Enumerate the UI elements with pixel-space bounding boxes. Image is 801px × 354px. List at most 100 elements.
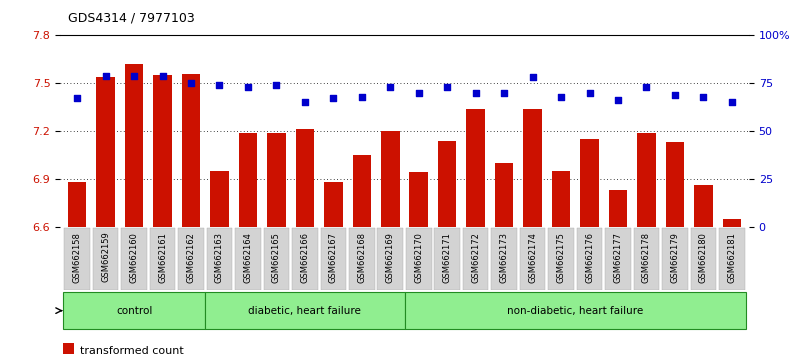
Text: GSM662166: GSM662166	[300, 232, 309, 282]
FancyBboxPatch shape	[292, 228, 318, 290]
FancyBboxPatch shape	[491, 228, 517, 290]
Point	[640, 84, 653, 90]
Point	[612, 98, 625, 103]
Point	[726, 99, 739, 105]
Text: control: control	[116, 306, 152, 316]
Point	[669, 92, 682, 97]
Point	[156, 73, 169, 78]
FancyBboxPatch shape	[207, 228, 232, 290]
Bar	[552, 171, 570, 227]
FancyBboxPatch shape	[121, 228, 147, 290]
Bar	[239, 132, 257, 227]
Bar	[182, 74, 200, 227]
Text: GSM662178: GSM662178	[642, 232, 651, 282]
Bar	[666, 142, 684, 227]
Point	[70, 96, 83, 101]
Point	[413, 90, 425, 96]
Point	[213, 82, 226, 88]
FancyBboxPatch shape	[634, 228, 659, 290]
Text: GSM662158: GSM662158	[73, 232, 82, 282]
Point	[242, 84, 255, 90]
Text: GSM662163: GSM662163	[215, 232, 224, 282]
Text: transformed count: transformed count	[80, 347, 183, 354]
Text: GSM662171: GSM662171	[443, 232, 452, 282]
FancyBboxPatch shape	[405, 292, 746, 329]
FancyBboxPatch shape	[520, 228, 545, 290]
Bar	[210, 171, 229, 227]
FancyBboxPatch shape	[93, 228, 119, 290]
Text: GSM662180: GSM662180	[699, 232, 708, 282]
Point	[697, 94, 710, 99]
FancyBboxPatch shape	[662, 228, 688, 290]
Point	[384, 84, 396, 90]
Bar	[352, 155, 371, 227]
Text: GSM662169: GSM662169	[386, 232, 395, 282]
FancyBboxPatch shape	[63, 292, 205, 329]
Text: GSM662175: GSM662175	[557, 232, 566, 282]
Text: GDS4314 / 7977103: GDS4314 / 7977103	[68, 12, 195, 25]
Point	[526, 75, 539, 80]
Text: GSM662174: GSM662174	[528, 232, 537, 282]
Bar	[694, 185, 713, 227]
Point	[327, 96, 340, 101]
FancyBboxPatch shape	[64, 228, 90, 290]
Text: GSM662159: GSM662159	[101, 232, 110, 282]
Text: GSM662164: GSM662164	[244, 232, 252, 282]
Text: GSM662172: GSM662172	[471, 232, 480, 282]
Bar	[438, 141, 457, 227]
Bar	[495, 163, 513, 227]
FancyBboxPatch shape	[377, 228, 403, 290]
Text: GSM662161: GSM662161	[158, 232, 167, 282]
Text: GSM662162: GSM662162	[187, 232, 195, 282]
Bar	[466, 109, 485, 227]
Point	[554, 94, 567, 99]
Text: GSM662173: GSM662173	[500, 232, 509, 282]
FancyBboxPatch shape	[150, 228, 175, 290]
Point	[469, 90, 482, 96]
FancyBboxPatch shape	[577, 228, 602, 290]
Bar	[96, 77, 115, 227]
Bar	[268, 132, 286, 227]
FancyBboxPatch shape	[178, 228, 203, 290]
FancyBboxPatch shape	[463, 228, 489, 290]
FancyBboxPatch shape	[690, 228, 716, 290]
Point	[356, 94, 368, 99]
Bar	[125, 64, 143, 227]
Text: GSM662167: GSM662167	[329, 232, 338, 282]
Bar	[409, 172, 428, 227]
Point	[583, 90, 596, 96]
Text: GSM662179: GSM662179	[670, 232, 679, 282]
Text: GSM662176: GSM662176	[585, 232, 594, 282]
FancyBboxPatch shape	[548, 228, 574, 290]
FancyBboxPatch shape	[434, 228, 460, 290]
FancyBboxPatch shape	[406, 228, 432, 290]
Point	[99, 73, 112, 78]
Bar	[68, 182, 87, 227]
Bar	[324, 182, 343, 227]
Point	[497, 90, 510, 96]
Text: GSM662177: GSM662177	[614, 232, 622, 282]
FancyBboxPatch shape	[606, 228, 631, 290]
FancyBboxPatch shape	[320, 228, 346, 290]
FancyBboxPatch shape	[264, 228, 289, 290]
Bar	[62, 343, 74, 354]
Point	[441, 84, 453, 90]
FancyBboxPatch shape	[205, 292, 405, 329]
Text: GSM662165: GSM662165	[272, 232, 281, 282]
Point	[127, 73, 140, 78]
Point	[270, 82, 283, 88]
Text: diabetic, heart failure: diabetic, heart failure	[248, 306, 361, 316]
Point	[299, 99, 312, 105]
Bar	[609, 190, 627, 227]
Bar	[296, 129, 314, 227]
Text: non-diabetic, heart failure: non-diabetic, heart failure	[507, 306, 643, 316]
FancyBboxPatch shape	[719, 228, 745, 290]
Text: GSM662170: GSM662170	[414, 232, 423, 282]
Bar	[381, 131, 400, 227]
Text: GSM662168: GSM662168	[357, 232, 366, 282]
FancyBboxPatch shape	[349, 228, 375, 290]
Point	[184, 80, 197, 86]
Bar	[580, 139, 599, 227]
Text: GSM662160: GSM662160	[130, 232, 139, 282]
Bar	[723, 218, 741, 227]
